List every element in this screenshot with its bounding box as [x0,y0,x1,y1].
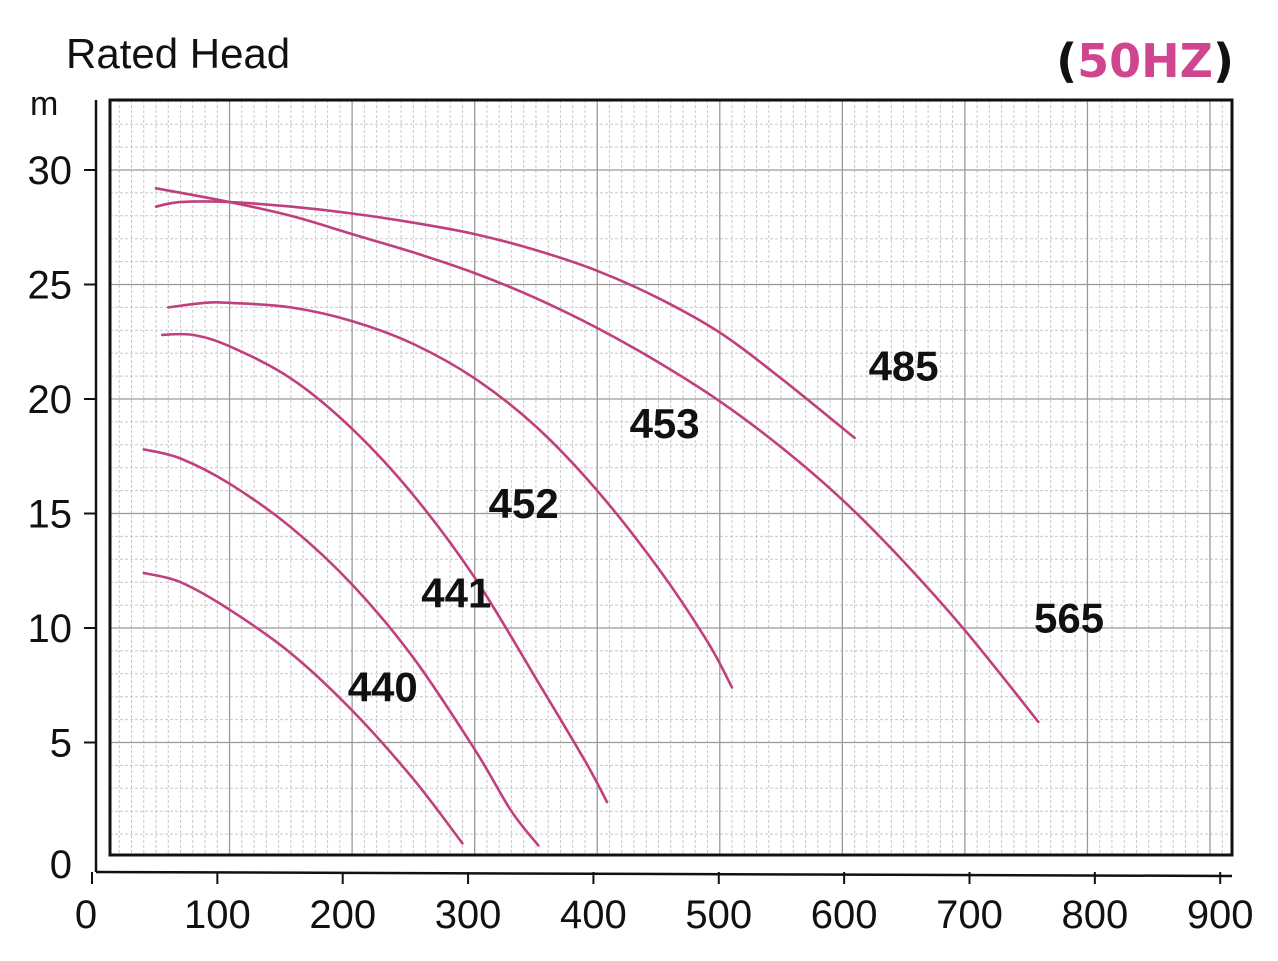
frequency-label: 50HZ [1077,34,1213,88]
y-tick-label: 25 [28,264,73,308]
minor-grid [110,100,1232,855]
x-tick-label: 200 [309,893,376,937]
x-tick-label: 500 [685,893,752,937]
chart-title: Rated Head [66,30,291,77]
x-tick-label: 800 [1061,893,1128,937]
y-tick-label: 0 [50,843,72,887]
y-tick-label: 15 [28,493,73,537]
x-tick-label: 900 [1187,893,1254,937]
series-line-440 [142,571,464,845]
x-axis-line [95,870,1233,878]
series-label-485: 485 [869,343,939,390]
series-line-485 [154,200,856,440]
series-label-565: 565 [1034,595,1104,642]
x-tick-label: 300 [435,893,502,937]
y-axis: 0 5 10 15 20 25 30 [28,149,96,887]
series-label-453: 453 [630,400,700,447]
series-label-452: 452 [489,480,559,527]
x-tick-label: 600 [811,893,878,937]
y-tick-label: 30 [28,149,73,193]
x-tick-label: 100 [184,893,251,937]
x-axis: 0 100 200 300 400 500 600 700 800 900 [75,872,1254,937]
y-tick-label: 10 [28,607,73,651]
major-grid [110,100,1232,855]
series-line-453 [167,300,734,689]
series-line-452 [160,332,609,804]
y-axis-unit: m [30,85,58,123]
y-tick-label: 5 [50,722,72,766]
series-label-441: 441 [421,569,491,616]
series-line-441 [142,448,540,847]
series-lines [142,187,1040,847]
plot-frame [108,98,1234,857]
y-tick-label: 20 [28,378,73,422]
series-label-440: 440 [348,663,418,710]
frequency-badge: (50HZ) [1056,34,1234,88]
x-tick-label: 400 [560,893,627,937]
x-tick-label: 0 [75,893,97,937]
x-tick-label: 700 [936,893,1003,937]
series-line-565 [154,187,1040,724]
